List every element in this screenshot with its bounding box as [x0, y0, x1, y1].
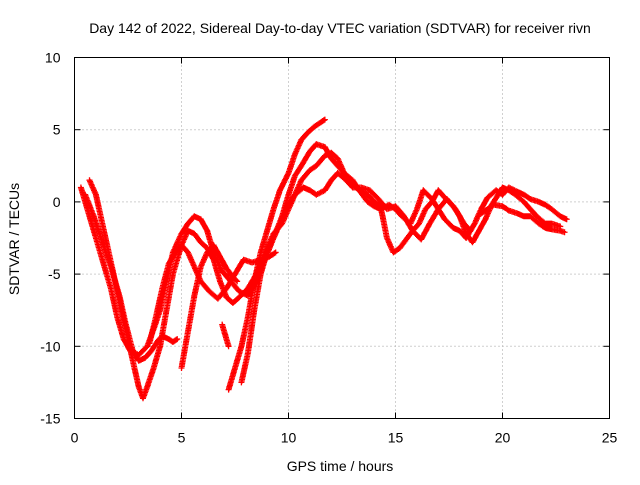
- x-tick-label: 0: [71, 430, 79, 446]
- series-sat-track-8: [219, 321, 232, 350]
- plot-frame: [74, 57, 610, 419]
- y-tick-label: 5: [53, 122, 61, 138]
- series-markers: [238, 170, 474, 386]
- chart-title: Day 142 of 2022, Sidereal Day-to-day VTE…: [89, 20, 591, 36]
- series-sat-track-3: [82, 191, 181, 364]
- y-tick-label: -5: [48, 266, 61, 282]
- x-tick-label: 25: [602, 430, 618, 446]
- x-tick-label: 10: [281, 430, 297, 446]
- y-tick-label: 10: [45, 50, 61, 66]
- y-axis-label: SDTVAR / TECUs: [6, 183, 22, 295]
- y-tick-label: -10: [40, 338, 60, 354]
- series-markers: [478, 201, 568, 236]
- series-markers: [225, 116, 328, 393]
- x-axis-label: GPS time / hours: [287, 458, 394, 474]
- axis-ticks: 0 5 10 15 20 25 -15 -10 -5 0 5 10: [40, 50, 617, 446]
- series-sat-track-6: [225, 116, 328, 393]
- x-tick-label: 15: [388, 430, 404, 446]
- x-tick-label: 20: [495, 430, 511, 446]
- series-markers: [178, 242, 241, 371]
- plot-data: [77, 116, 570, 402]
- series-sat-track-5: [178, 242, 241, 371]
- series-sat-track-7: [238, 170, 474, 386]
- series-markers: [82, 191, 181, 364]
- y-tick-label: 0: [53, 194, 61, 210]
- series-markers: [219, 321, 232, 350]
- series-sat-track-9: [478, 201, 568, 236]
- y-tick-label: -15: [40, 411, 60, 427]
- x-tick-label: 5: [178, 430, 186, 446]
